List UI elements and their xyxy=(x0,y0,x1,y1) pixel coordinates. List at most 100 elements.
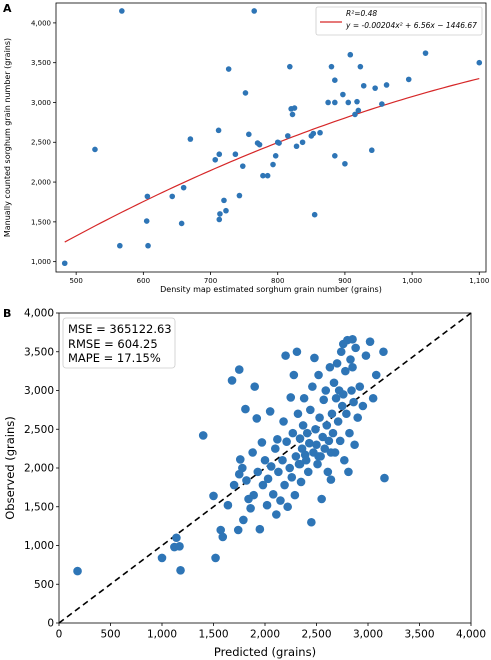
panel-a-data-point xyxy=(117,242,123,249)
panel-b-x-tick-label: 0 xyxy=(56,629,63,641)
panel-a-x-tick-label: 1,000 xyxy=(402,277,422,285)
panel-b-x-tick-label: 4,000 xyxy=(456,629,486,641)
panel-b-metrics-box: MSE = 365122.63 RMSE = 604.25 MAPE = 17.… xyxy=(62,317,176,369)
panel-b-data-point xyxy=(295,459,305,469)
panel-b-data-point xyxy=(317,494,326,504)
panel-b-data-point xyxy=(239,515,248,525)
panel-b-data-point xyxy=(172,533,181,543)
panel-b-data-point xyxy=(273,435,282,444)
panel-b-data-point xyxy=(353,413,363,422)
panel-b-metric-mse: MSE = 365122.63 xyxy=(68,322,172,336)
panel-b-data-point xyxy=(306,405,315,415)
panel-b-data-point xyxy=(258,480,268,490)
panel-b-data-point xyxy=(288,428,298,438)
panel-a-data-point xyxy=(332,77,338,83)
panel-a-data-point xyxy=(178,220,185,227)
panel-b-data-point xyxy=(335,436,345,446)
panel-b-data-point xyxy=(263,474,273,484)
panel-b-points xyxy=(73,335,389,576)
panel-a-x-axis-label: Density map estimated sorghum grain numb… xyxy=(160,285,382,294)
panel-a-data-point xyxy=(242,90,249,96)
panel-b-data-point xyxy=(287,473,297,482)
panel-b-data-point xyxy=(296,477,306,487)
panel-a-data-point xyxy=(260,172,266,179)
panel-b-data-point xyxy=(257,438,267,447)
panel-b-data-point xyxy=(319,395,329,405)
panel-a-y-tick-label: 3,000 xyxy=(31,99,51,107)
panel-b-y-tick-label: 3,000 xyxy=(24,385,54,397)
panel-a-data-point xyxy=(225,66,232,72)
panel-b-data-point xyxy=(281,351,290,360)
panel-b-y-tick-label: 2,000 xyxy=(24,463,54,475)
panel-b-data-point xyxy=(371,370,381,380)
panel-a-data-point xyxy=(332,153,338,159)
panel-a-data-point xyxy=(216,216,223,223)
panel-b-x-tick-label: 3,000 xyxy=(353,629,383,641)
panel-a-x-tick-label: 1,100 xyxy=(469,277,489,285)
panel-b-data-point xyxy=(242,476,251,485)
panel-b-data-point xyxy=(323,467,333,477)
panel-b-data-point xyxy=(358,401,368,411)
panel-a-data-point xyxy=(284,133,291,139)
panel-a-data-point xyxy=(92,146,98,153)
panel-b-metrics-frame xyxy=(62,317,176,369)
panel-b-data-point xyxy=(365,337,375,346)
panel-a-data-point xyxy=(289,111,296,118)
panel-a-data-point xyxy=(357,63,364,70)
panel-a-data-point xyxy=(332,99,338,106)
panel-b-x-tick-label: 1,500 xyxy=(198,629,228,641)
panel-b-data-point xyxy=(327,409,337,419)
panel-b-data-point xyxy=(325,362,335,372)
panel-b-data-point xyxy=(322,421,332,430)
panel-a-data-point xyxy=(345,99,352,106)
panel-b-data-point xyxy=(286,393,296,402)
panel-b-data-point xyxy=(73,566,82,576)
panel-b-data-point xyxy=(318,432,327,442)
panel-b-data-point xyxy=(252,414,262,423)
panel-b-x-tick-label: 1,000 xyxy=(147,629,177,641)
panel-b-data-point xyxy=(332,359,342,368)
panel-a-x-tick-label: 800 xyxy=(271,277,284,285)
panel-a-data-point xyxy=(232,151,239,158)
panel-b-data-point xyxy=(255,524,265,534)
panel-b-data-point xyxy=(246,504,255,513)
panel-a-data-point xyxy=(143,218,150,224)
panel-a-legend-box xyxy=(315,6,483,36)
panel-a-data-point xyxy=(216,151,223,158)
panel-b-data-point xyxy=(329,378,339,388)
panel-a-y-axis-label: Manually counted sorghum grain number (g… xyxy=(3,38,12,237)
panel-b-y-tick-label: 500 xyxy=(34,579,54,591)
panel-a-data-point xyxy=(354,98,360,105)
panel-b-data-point xyxy=(341,366,350,376)
panel-b-data-point xyxy=(350,440,359,450)
panel-a-data-point xyxy=(352,111,358,118)
panel-b-data-point xyxy=(326,475,336,484)
panel-b-x-tick-label: 3,500 xyxy=(404,629,434,641)
panel-b-metric-rmse: RMSE = 604.25 xyxy=(68,337,158,351)
panel-b-data-point xyxy=(340,455,349,465)
panel-a-data-point xyxy=(169,193,176,200)
panel-a-data-point xyxy=(180,184,187,191)
panel-b-data-point xyxy=(289,370,299,380)
panel-b-data-point xyxy=(209,491,218,501)
panel-a-x-tick-label: 500 xyxy=(69,277,82,285)
panel-b-data-point xyxy=(315,413,324,422)
panel-b-metric-mape: MAPE = 17.15% xyxy=(68,351,161,365)
panel-b-data-point xyxy=(349,397,358,407)
panel-b-data-point xyxy=(248,448,257,457)
panel-b-data-point xyxy=(249,490,258,500)
panel-a-data-point xyxy=(372,85,378,91)
panel-a-data-point xyxy=(342,160,348,167)
panel-b-data-point xyxy=(333,417,343,426)
panel-a-legend: R²=0.48 y = -0.00204x² + 6.56x − 1446.67 xyxy=(315,6,483,36)
panel-a-data-point xyxy=(360,82,367,89)
panel-b-label: B xyxy=(3,307,12,320)
panel-a-data-point xyxy=(287,63,293,70)
panel-b-data-point xyxy=(271,444,280,453)
panel-b-data-point xyxy=(216,525,226,535)
panel-a-x-tick-label: 900 xyxy=(338,277,351,285)
panel-a-data-point xyxy=(215,127,222,134)
panel-a-chart: 500 600 700 800 900 1,000 1,100 1,000 1,500 2,00… xyxy=(3,2,489,294)
panel-b-data-point xyxy=(211,553,220,563)
panel-b-data-point xyxy=(291,452,301,461)
